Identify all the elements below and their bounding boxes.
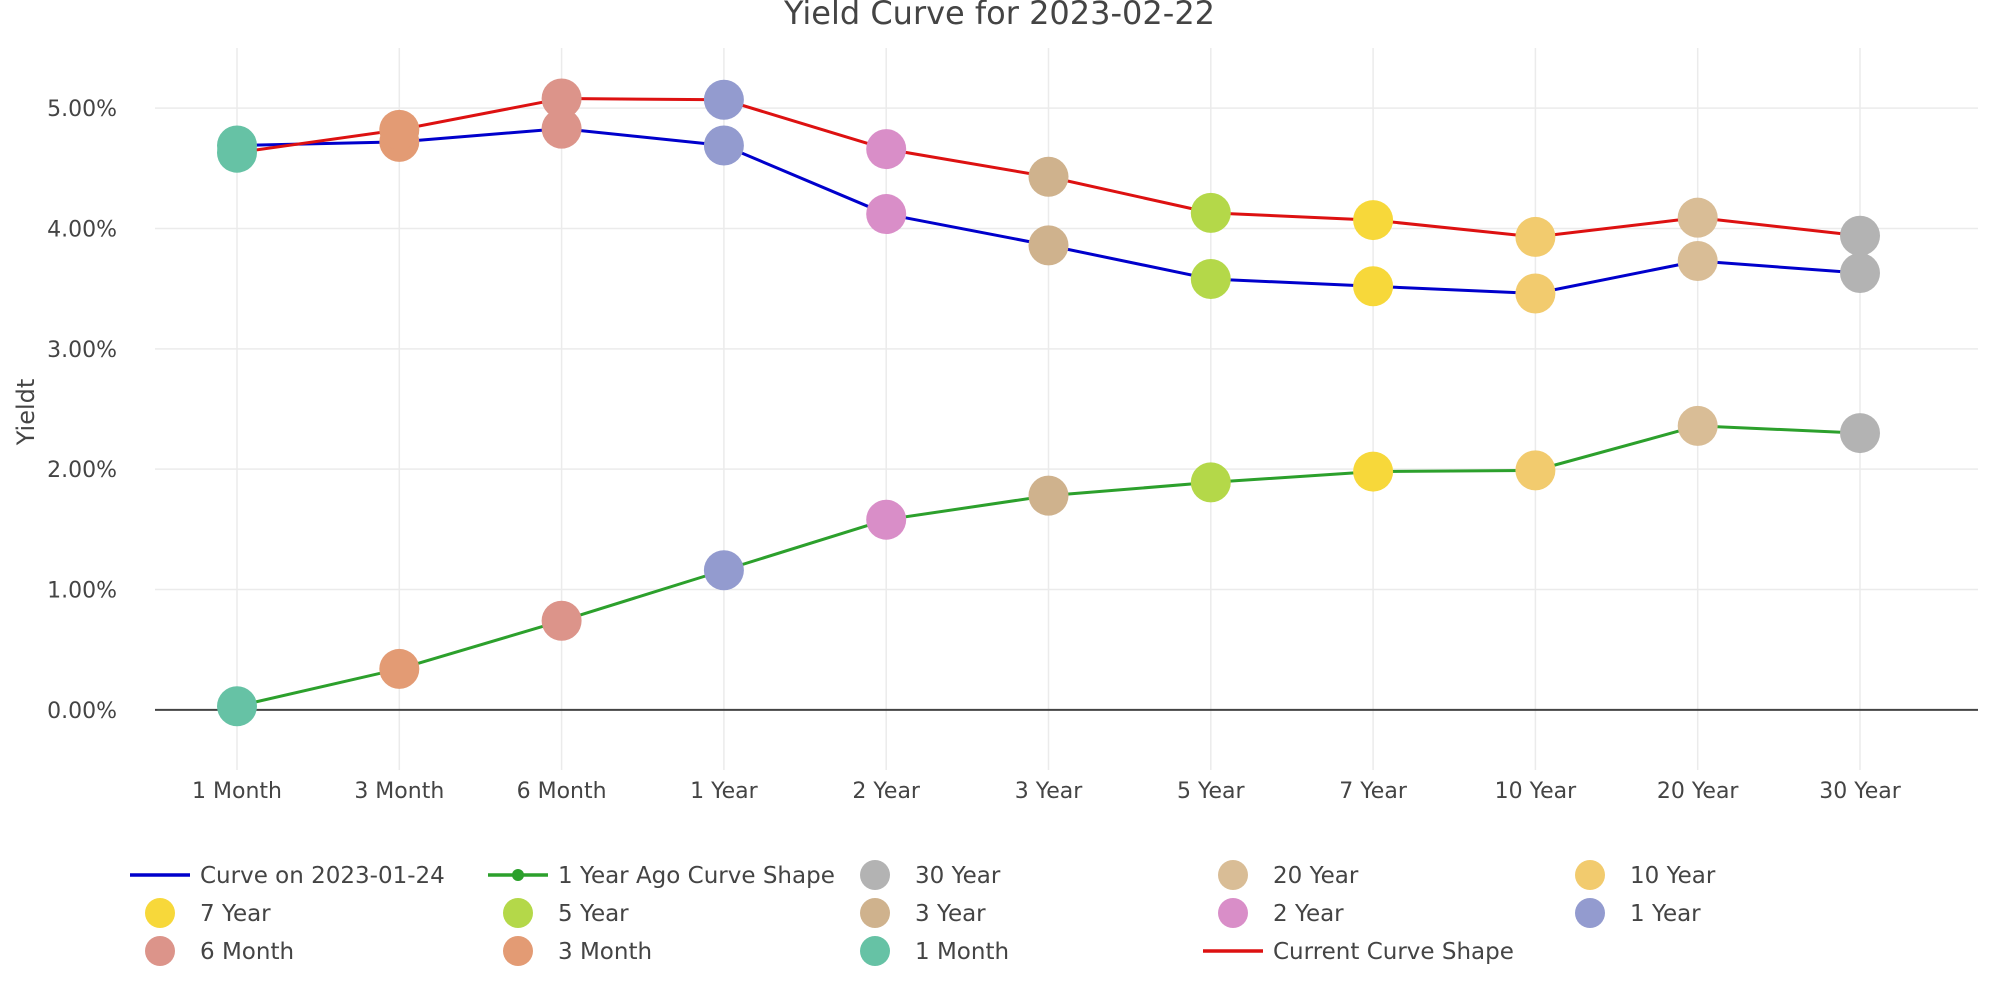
legend-item-6-month: 6 Month xyxy=(145,936,294,966)
legend-swatch-marker xyxy=(512,869,524,881)
legend-item-curve-on-2023-01-24: Curve on 2023-01-24 xyxy=(130,863,445,889)
legend-item-3-month: 3 Month xyxy=(503,936,652,966)
point-1-year-ago-curve-shape-30-year xyxy=(1840,413,1880,454)
x-tick-label: 7 Year xyxy=(1339,779,1408,804)
legend-label: 5 Year xyxy=(558,901,629,927)
legend-item-20-year: 20 Year xyxy=(1218,860,1359,890)
legend-label: 10 Year xyxy=(1630,863,1716,889)
point-curve-on-2023-01-24-10-year xyxy=(1515,273,1556,314)
point-current-curve-shape-3-year xyxy=(1028,156,1069,197)
legend-swatch-marker xyxy=(503,936,533,966)
legend-label: 30 Year xyxy=(915,863,1001,889)
point-1-year-ago-curve-shape-1-month xyxy=(217,686,257,727)
x-tick-label: 2 Year xyxy=(852,779,921,804)
point-current-curve-shape-10-year xyxy=(1515,216,1556,257)
point-1-year-ago-curve-shape-3-month xyxy=(379,648,420,689)
legend-item-3-year: 3 Year xyxy=(860,898,986,928)
legend-label: Current Curve Shape xyxy=(1273,939,1514,965)
legend-swatch-marker xyxy=(503,898,533,928)
point-current-curve-shape-1-year xyxy=(703,79,744,120)
point-current-curve-shape-30-year xyxy=(1840,215,1880,256)
point-1-year-ago-curve-shape-6-month xyxy=(541,600,582,641)
x-tick-label: 30 Year xyxy=(1819,779,1902,804)
x-tick-label: 3 Month xyxy=(354,779,444,804)
x-tick-label: 10 Year xyxy=(1495,779,1578,804)
point-1-year-ago-curve-shape-2-year xyxy=(866,499,907,540)
legend-label: Curve on 2023-01-24 xyxy=(200,863,445,889)
x-tick-label: 1 Month xyxy=(192,779,282,804)
axis-layer: 0.00% 1.00% 2.00% 3.00% 4.00% 5.00% 1 Month 3 M… xyxy=(47,97,1978,804)
point-1-year-ago-curve-shape-5-year xyxy=(1190,462,1231,503)
x-tick-label: 5 Year xyxy=(1177,779,1246,804)
point-curve-on-2023-01-24-1-year xyxy=(703,125,744,166)
y-tick-label: 3.00% xyxy=(47,338,117,363)
legend-swatch-marker xyxy=(145,898,175,928)
legend-item-10-year: 10 Year xyxy=(1575,860,1716,890)
x-tick-label: 20 Year xyxy=(1657,779,1740,804)
point-curve-on-2023-01-24-20-year xyxy=(1677,240,1718,281)
legend-swatch-marker xyxy=(860,860,890,890)
legend-item-5-year: 5 Year xyxy=(503,898,629,928)
point-curve-on-2023-01-24-5-year xyxy=(1190,259,1231,300)
point-current-curve-shape-20-year xyxy=(1677,197,1718,238)
point-1-year-ago-curve-shape-20-year xyxy=(1677,405,1718,446)
legend-label: 7 Year xyxy=(200,901,271,927)
legend-swatch-marker xyxy=(1218,898,1248,928)
legend-swatch-marker xyxy=(1575,898,1605,928)
point-current-curve-shape-3-month xyxy=(379,109,420,150)
legend-item-1-year: 1 Year xyxy=(1575,898,1701,928)
x-tick-label: 6 Month xyxy=(517,779,607,804)
legend-label: 20 Year xyxy=(1273,863,1359,889)
y-tick-label: 5.00% xyxy=(47,97,117,122)
legend-label: 3 Year xyxy=(915,901,986,927)
point-curve-on-2023-01-24-3-year xyxy=(1028,225,1069,266)
point-current-curve-shape-1-month xyxy=(217,132,257,173)
legend-item-current-curve-shape: Current Curve Shape xyxy=(1203,939,1514,965)
point-current-curve-shape-7-year xyxy=(1353,200,1394,241)
y-tick-label: 0.00% xyxy=(47,699,117,724)
legend-item-30-year: 30 Year xyxy=(860,860,1001,890)
legend-label: 1 Year xyxy=(1630,901,1701,927)
x-tick-label: 1 Year xyxy=(690,779,759,804)
point-curve-on-2023-01-24-7-year xyxy=(1353,266,1394,307)
legend-swatch-marker xyxy=(145,936,175,966)
point-1-year-ago-curve-shape-7-year xyxy=(1353,451,1394,492)
legend-item-1-month: 1 Month xyxy=(860,936,1009,966)
legend: Curve on 2023-01-24 1 Year Ago Curve Shap… xyxy=(130,860,1716,966)
legend-swatch-marker xyxy=(1575,860,1605,890)
point-curve-on-2023-01-24-6-month xyxy=(541,108,582,149)
point-curve-on-2023-01-24-30-year xyxy=(1840,253,1880,294)
y-tick-label: 1.00% xyxy=(47,579,117,604)
y-tick-label: 2.00% xyxy=(47,458,117,483)
point-1-year-ago-curve-shape-1-year xyxy=(703,550,744,591)
y-tick-label: 4.00% xyxy=(47,218,117,243)
point-curve-on-2023-01-24-2-year xyxy=(866,194,907,235)
point-1-year-ago-curve-shape-10-year xyxy=(1515,450,1556,491)
point-current-curve-shape-2-year xyxy=(866,129,907,170)
legend-item-2-year: 2 Year xyxy=(1218,898,1344,928)
legend-label: 1 Month xyxy=(915,939,1009,965)
legend-label: 6 Month xyxy=(200,939,294,965)
legend-label: 3 Month xyxy=(558,939,652,965)
legend-swatch-marker xyxy=(860,898,890,928)
legend-label: 2 Year xyxy=(1273,901,1344,927)
legend-item-1-year-ago-curve-shape: 1 Year Ago Curve Shape xyxy=(488,863,835,889)
legend-swatch-marker xyxy=(860,936,890,966)
legend-item-7-year: 7 Year xyxy=(145,898,271,928)
y-axis-title: Yieldt xyxy=(12,379,40,447)
legend-label: 1 Year Ago Curve Shape xyxy=(558,863,835,889)
point-current-curve-shape-6-month xyxy=(541,78,582,119)
x-tick-label: 3 Year xyxy=(1015,779,1084,804)
point-1-year-ago-curve-shape-3-year xyxy=(1028,475,1069,516)
marker-layer xyxy=(217,78,1880,727)
legend-swatch-marker xyxy=(1218,860,1248,890)
point-current-curve-shape-5-year xyxy=(1190,192,1231,233)
chart-title: Yield Curve for 2023-02-22 xyxy=(783,0,1215,32)
